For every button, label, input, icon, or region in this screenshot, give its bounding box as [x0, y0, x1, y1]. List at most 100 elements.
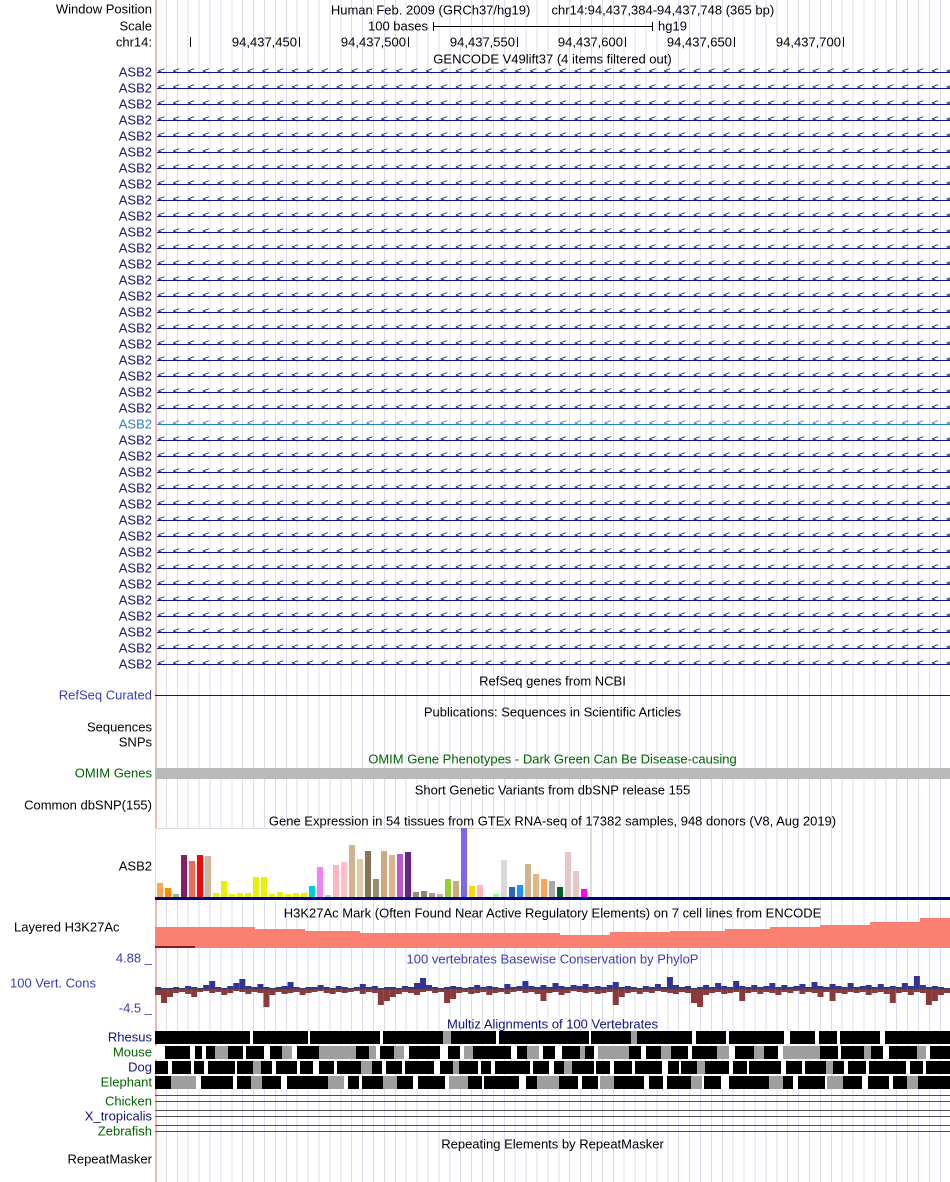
- gtex-tissue-bar[interactable]: [309, 886, 315, 897]
- gene-transcript-line[interactable]: <<<<<<<<<<<<<<<<<<<<<<<<<<<<<<<<<<<<<<<<…: [157, 80, 950, 96]
- gtex-tissue-bar[interactable]: [221, 881, 227, 897]
- multiz-unaligned-lines-chicken[interactable]: [155, 1095, 950, 1102]
- gtex-tissue-bar[interactable]: [461, 828, 467, 897]
- gtex-tissue-bar[interactable]: [189, 861, 195, 897]
- gene-transcript-line[interactable]: <<<<<<<<<<<<<<<<<<<<<<<<<<<<<<<<<<<<<<<<…: [157, 480, 950, 496]
- gene-row[interactable]: ASB2 <<<<<<<<<<<<<<<<<<<<<<<<<<<<<<<<<<<<…: [0, 640, 950, 656]
- gene-row[interactable]: ASB2 <<<<<<<<<<<<<<<<<<<<<<<<<<<<<<<<<<<<…: [0, 336, 950, 352]
- gtex-tissue-bar[interactable]: [293, 893, 299, 897]
- gene-row[interactable]: ASB2 <<<<<<<<<<<<<<<<<<<<<<<<<<<<<<<<<<<<…: [0, 64, 950, 80]
- gtex-tissue-bar[interactable]: [253, 877, 259, 897]
- gtex-tissue-bar[interactable]: [541, 879, 547, 897]
- gene-row[interactable]: ASB2 <<<<<<<<<<<<<<<<<<<<<<<<<<<<<<<<<<<<…: [0, 224, 950, 240]
- gene-transcript-line[interactable]: <<<<<<<<<<<<<<<<<<<<<<<<<<<<<<<<<<<<<<<<…: [157, 496, 950, 512]
- gtex-tissue-bar[interactable]: [229, 894, 235, 897]
- refseq-curated-item[interactable]: [155, 695, 950, 696]
- gene-row[interactable]: ASB2 <<<<<<<<<<<<<<<<<<<<<<<<<<<<<<<<<<<<…: [0, 400, 950, 416]
- gene-row[interactable]: ASB2 <<<<<<<<<<<<<<<<<<<<<<<<<<<<<<<<<<<<…: [0, 192, 950, 208]
- gene-transcript-line[interactable]: <<<<<<<<<<<<<<<<<<<<<<<<<<<<<<<<<<<<<<<<…: [157, 512, 950, 528]
- gene-transcript-line[interactable]: <<<<<<<<<<<<<<<<<<<<<<<<<<<<<<<<<<<<<<<<…: [157, 176, 950, 192]
- gene-transcript-line[interactable]: <<<<<<<<<<<<<<<<<<<<<<<<<<<<<<<<<<<<<<<<…: [157, 448, 950, 464]
- gtex-tissue-bar[interactable]: [525, 864, 531, 897]
- gene-transcript-line[interactable]: <<<<<<<<<<<<<<<<<<<<<<<<<<<<<<<<<<<<<<<<…: [157, 400, 950, 416]
- gene-row[interactable]: ASB2 <<<<<<<<<<<<<<<<<<<<<<<<<<<<<<<<<<<<…: [0, 112, 950, 128]
- gene-row[interactable]: ASB2 <<<<<<<<<<<<<<<<<<<<<<<<<<<<<<<<<<<<…: [0, 656, 950, 672]
- gtex-tissue-bar[interactable]: [517, 885, 523, 897]
- gene-row[interactable]: ASB2 <<<<<<<<<<<<<<<<<<<<<<<<<<<<<<<<<<<<…: [0, 496, 950, 512]
- gtex-tissue-bar[interactable]: [341, 862, 347, 897]
- gene-row[interactable]: ASB2 <<<<<<<<<<<<<<<<<<<<<<<<<<<<<<<<<<<<…: [0, 256, 950, 272]
- gtex-tissue-bar[interactable]: [381, 851, 387, 897]
- gtex-tissue-bar[interactable]: [333, 865, 339, 897]
- gtex-tissue-bar[interactable]: [437, 894, 443, 897]
- gene-transcript-line[interactable]: <<<<<<<<<<<<<<<<<<<<<<<<<<<<<<<<<<<<<<<<…: [157, 224, 950, 240]
- gene-row[interactable]: ASB2 <<<<<<<<<<<<<<<<<<<<<<<<<<<<<<<<<<<<…: [0, 608, 950, 624]
- gtex-tissue-bar[interactable]: [445, 879, 451, 897]
- gtex-tissue-bar[interactable]: [509, 887, 515, 897]
- gene-row[interactable]: ASB2 <<<<<<<<<<<<<<<<<<<<<<<<<<<<<<<<<<<<…: [0, 448, 950, 464]
- gene-transcript-line[interactable]: <<<<<<<<<<<<<<<<<<<<<<<<<<<<<<<<<<<<<<<<…: [157, 144, 950, 160]
- gene-row[interactable]: ASB2 <<<<<<<<<<<<<<<<<<<<<<<<<<<<<<<<<<<<…: [0, 352, 950, 368]
- gene-transcript-line[interactable]: <<<<<<<<<<<<<<<<<<<<<<<<<<<<<<<<<<<<<<<<…: [157, 304, 950, 320]
- gene-row[interactable]: ASB2 <<<<<<<<<<<<<<<<<<<<<<<<<<<<<<<<<<<<…: [0, 592, 950, 608]
- gene-transcript-line[interactable]: <<<<<<<<<<<<<<<<<<<<<<<<<<<<<<<<<<<<<<<<…: [157, 336, 950, 352]
- gene-transcript-line[interactable]: <<<<<<<<<<<<<<<<<<<<<<<<<<<<<<<<<<<<<<<<…: [157, 608, 950, 624]
- gene-transcript-line[interactable]: <<<<<<<<<<<<<<<<<<<<<<<<<<<<<<<<<<<<<<<<…: [157, 624, 950, 640]
- gtex-tissue-bar[interactable]: [549, 881, 555, 897]
- gene-row[interactable]: ASB2 <<<<<<<<<<<<<<<<<<<<<<<<<<<<<<<<<<<<…: [0, 304, 950, 320]
- gene-row[interactable]: ASB2 <<<<<<<<<<<<<<<<<<<<<<<<<<<<<<<<<<<<…: [0, 480, 950, 496]
- gtex-tissue-bar[interactable]: [261, 877, 267, 897]
- gtex-tissue-bar[interactable]: [485, 896, 491, 897]
- gene-transcript-line[interactable]: <<<<<<<<<<<<<<<<<<<<<<<<<<<<<<<<<<<<<<<<…: [157, 432, 950, 448]
- gtex-tissue-bar[interactable]: [581, 889, 587, 897]
- gtex-tissue-bar[interactable]: [389, 855, 395, 897]
- gene-row[interactable]: ASB2 <<<<<<<<<<<<<<<<<<<<<<<<<<<<<<<<<<<<…: [0, 368, 950, 384]
- gtex-tissue-bar[interactable]: [357, 859, 363, 897]
- gene-row[interactable]: ASB2 <<<<<<<<<<<<<<<<<<<<<<<<<<<<<<<<<<<<…: [0, 80, 950, 96]
- gene-transcript-line[interactable]: <<<<<<<<<<<<<<<<<<<<<<<<<<<<<<<<<<<<<<<<…: [157, 112, 950, 128]
- gene-transcript-line[interactable]: <<<<<<<<<<<<<<<<<<<<<<<<<<<<<<<<<<<<<<<<…: [157, 576, 950, 592]
- gene-transcript-line[interactable]: <<<<<<<<<<<<<<<<<<<<<<<<<<<<<<<<<<<<<<<<…: [157, 128, 950, 144]
- gene-transcript-line[interactable]: <<<<<<<<<<<<<<<<<<<<<<<<<<<<<<<<<<<<<<<<…: [157, 96, 950, 112]
- gene-row[interactable]: ASB2 <<<<<<<<<<<<<<<<<<<<<<<<<<<<<<<<<<<<…: [0, 240, 950, 256]
- gene-transcript-line[interactable]: <<<<<<<<<<<<<<<<<<<<<<<<<<<<<<<<<<<<<<<<…: [157, 288, 950, 304]
- gene-transcript-line[interactable]: <<<<<<<<<<<<<<<<<<<<<<<<<<<<<<<<<<<<<<<<…: [157, 560, 950, 576]
- h3k27ac-signal-area[interactable]: [155, 918, 950, 948]
- gene-transcript-line[interactable]: <<<<<<<<<<<<<<<<<<<<<<<<<<<<<<<<<<<<<<<<…: [157, 208, 950, 224]
- gene-row[interactable]: ASB2 <<<<<<<<<<<<<<<<<<<<<<<<<<<<<<<<<<<<…: [0, 576, 950, 592]
- gtex-tissue-bar[interactable]: [301, 893, 307, 897]
- gtex-tissue-bar[interactable]: [317, 867, 323, 897]
- gene-row[interactable]: ASB2 <<<<<<<<<<<<<<<<<<<<<<<<<<<<<<<<<<<<…: [0, 384, 950, 400]
- gtex-tissue-bar[interactable]: [365, 851, 371, 897]
- gtex-tissue-bar[interactable]: [397, 854, 403, 897]
- gene-row[interactable]: ASB2 <<<<<<<<<<<<<<<<<<<<<<<<<<<<<<<<<<<<…: [0, 96, 950, 112]
- gene-row[interactable]: ASB2 <<<<<<<<<<<<<<<<<<<<<<<<<<<<<<<<<<<<…: [0, 464, 950, 480]
- gene-row[interactable]: ASB2 <<<<<<<<<<<<<<<<<<<<<<<<<<<<<<<<<<<<…: [0, 320, 950, 336]
- gtex-tissue-bar[interactable]: [565, 852, 571, 897]
- gtex-tissue-bar[interactable]: [269, 894, 275, 897]
- gtex-tissue-bar[interactable]: [413, 892, 419, 897]
- gtex-tissue-bar[interactable]: [245, 893, 251, 897]
- multiz-alignment-bar-elephant[interactable]: [155, 1076, 950, 1089]
- gene-row[interactable]: ASB2 <<<<<<<<<<<<<<<<<<<<<<<<<<<<<<<<<<<<…: [0, 144, 950, 160]
- gene-row[interactable]: ASB2 <<<<<<<<<<<<<<<<<<<<<<<<<<<<<<<<<<<<…: [0, 160, 950, 176]
- gtex-tissue-bar[interactable]: [373, 879, 379, 897]
- gene-transcript-line[interactable]: <<<<<<<<<<<<<<<<<<<<<<<<<<<<<<<<<<<<<<<<…: [157, 528, 950, 544]
- gtex-tissue-bar[interactable]: [285, 894, 291, 897]
- gene-transcript-line[interactable]: <<<<<<<<<<<<<<<<<<<<<<<<<<<<<<<<<<<<<<<<…: [157, 592, 950, 608]
- gene-row[interactable]: ASB2 <<<<<<<<<<<<<<<<<<<<<<<<<<<<<<<<<<<<…: [0, 176, 950, 192]
- gene-transcript-line[interactable]: <<<<<<<<<<<<<<<<<<<<<<<<<<<<<<<<<<<<<<<<…: [157, 160, 950, 176]
- gene-transcript-line[interactable]: <<<<<<<<<<<<<<<<<<<<<<<<<<<<<<<<<<<<<<<<…: [157, 368, 950, 384]
- gene-transcript-line[interactable]: <<<<<<<<<<<<<<<<<<<<<<<<<<<<<<<<<<<<<<<<…: [157, 640, 950, 656]
- gtex-tissue-bar[interactable]: [429, 893, 435, 897]
- gene-transcript-line[interactable]: <<<<<<<<<<<<<<<<<<<<<<<<<<<<<<<<<<<<<<<<…: [157, 416, 950, 432]
- gtex-tissue-bar[interactable]: [477, 885, 483, 897]
- multiz-unaligned-lines-zebrafish[interactable]: [155, 1125, 950, 1132]
- multiz-alignment-bar-dog[interactable]: [155, 1061, 950, 1074]
- gtex-tissue-bar[interactable]: [157, 883, 163, 897]
- gene-transcript-line[interactable]: <<<<<<<<<<<<<<<<<<<<<<<<<<<<<<<<<<<<<<<<…: [157, 384, 950, 400]
- gtex-tissue-bar[interactable]: [453, 881, 459, 897]
- gene-transcript-line[interactable]: <<<<<<<<<<<<<<<<<<<<<<<<<<<<<<<<<<<<<<<<…: [157, 464, 950, 480]
- gene-transcript-line[interactable]: <<<<<<<<<<<<<<<<<<<<<<<<<<<<<<<<<<<<<<<<…: [157, 544, 950, 560]
- gene-transcript-line[interactable]: <<<<<<<<<<<<<<<<<<<<<<<<<<<<<<<<<<<<<<<<…: [157, 192, 950, 208]
